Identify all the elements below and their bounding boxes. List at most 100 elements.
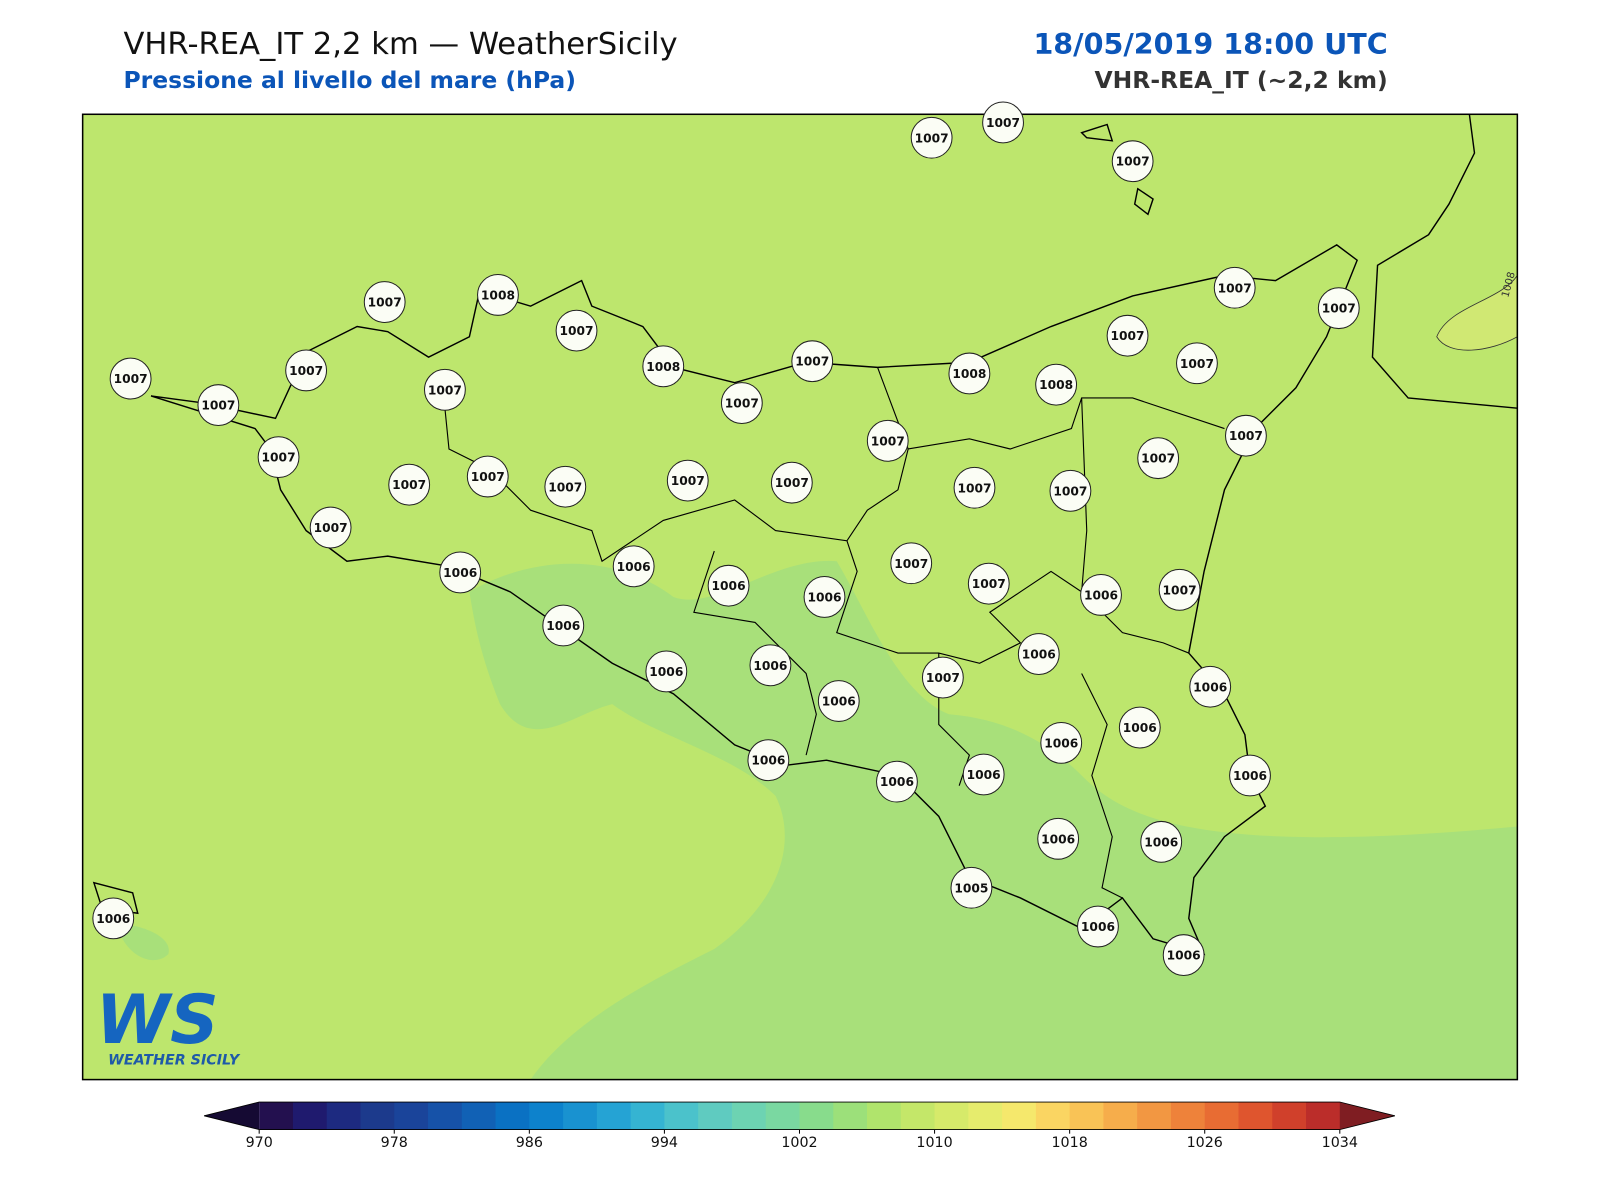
colorbar-bin [1103,1102,1138,1130]
station-marker [542,604,585,647]
station-marker [1077,905,1119,948]
colorbar-extend-low [204,1102,260,1130]
colorbar-tick-label: 1010 [916,1135,952,1151]
station-value: 1007 [915,131,949,145]
station-value: 1007 [725,397,759,411]
station-value: 1006 [443,566,477,580]
station-marker [707,564,750,607]
station-marker [423,368,466,411]
station-value: 1007 [559,324,593,338]
colorbar-bin [1170,1102,1206,1130]
station-value: 1007 [795,355,829,369]
station-value: 1007 [871,434,905,448]
colorbar-tick-label: 978 [381,1135,408,1151]
station-marker [642,345,685,388]
station-value: 1006 [96,912,130,926]
colorbar-bin [1069,1102,1104,1130]
colorbar-bin [1204,1102,1239,1130]
station-marker [962,753,1005,796]
station-marker [1213,266,1256,309]
station-marker [1080,573,1122,616]
station-marker [1049,469,1092,512]
station-marker [109,357,152,400]
colorbar-bin [563,1102,598,1130]
colorbar-tick-label: 1026 [1187,1135,1223,1151]
station-marker [477,273,519,316]
station-marker [876,760,918,803]
colorbar-tick-label: 1018 [1051,1135,1087,1151]
station-marker [1035,363,1078,406]
colorbar-bin [326,1102,362,1130]
colorbar-bin [1002,1102,1037,1130]
colorbar-bin [799,1102,834,1130]
station-value: 1006 [880,775,914,789]
stations: 1007 1007 1007 1007 1008 1007 1007 1007 1007 1007… [92,101,1360,977]
title: VHR-REA_IT 2,2 km — WeatherSicily [123,27,677,62]
station-marker [1229,754,1271,797]
station-marker [466,455,509,498]
station-value: 1007 [957,481,991,495]
station-value: 1006 [1123,721,1157,735]
station-value: 1005 [954,881,988,895]
colorbar-bin [360,1102,395,1130]
colorbar-bin [934,1102,969,1130]
station-value: 1006 [1081,920,1115,934]
station-marker [439,551,482,594]
station-value: 1007 [368,296,402,310]
station-marker [953,466,996,509]
station-value: 1007 [428,383,462,397]
station-value: 1006 [753,659,787,673]
station-value: 1007 [1163,583,1197,597]
station-marker [1162,934,1205,977]
station-value: 1007 [1180,357,1214,371]
station-marker [257,436,300,479]
colorbar-bin [867,1102,902,1130]
station-marker [388,463,431,506]
station-marker [92,897,135,940]
station-value: 1008 [952,367,986,381]
colorbar-bin [596,1102,632,1130]
coastline [92,114,1518,915]
station-marker [285,349,328,392]
station-value: 1007 [392,478,426,492]
station-marker [1137,437,1180,480]
station-marker [363,281,406,323]
colorbar-bin [259,1102,294,1130]
station-value: 1008 [481,288,515,302]
station-value: 1006 [967,768,1001,782]
colorbar-bin [1035,1102,1071,1130]
colorbar-tick-label: 970 [246,1135,273,1151]
station-marker [1225,414,1267,457]
station-value: 1006 [546,619,580,633]
colorbar-bin [1238,1102,1273,1130]
station-value: 1007 [548,480,582,494]
station-value: 1006 [1193,680,1227,694]
station-value: 1007 [972,577,1006,591]
colorbar: 970 978 986 994 1002 1010 1018 1026 1034 [203,1101,1395,1151]
station-value: 1007 [1322,302,1356,316]
station-value: 1007 [1229,429,1263,443]
station-marker [749,644,792,687]
station-value: 1007 [671,474,705,488]
high-pressure-area [1436,274,1518,351]
colorbar-bin [731,1102,767,1130]
colorbar-tick-label: 986 [516,1135,543,1151]
station-marker [1111,140,1154,183]
station-marker [666,459,709,502]
station-marker [791,340,834,383]
station-marker [817,680,860,722]
station-marker [612,545,655,588]
station-marker [950,866,993,909]
station-marker [1189,665,1232,708]
colorbar-bin [529,1102,564,1130]
logo: WS WEATHER SICILY [96,980,241,1068]
station-value: 1006 [1041,832,1075,846]
station-marker [645,650,688,693]
station-marker [803,576,846,618]
station-value: 1007 [986,116,1020,130]
station-marker [555,309,598,352]
station-value: 1007 [471,470,505,484]
station-marker [921,656,964,699]
station-value: 1006 [1022,648,1056,662]
